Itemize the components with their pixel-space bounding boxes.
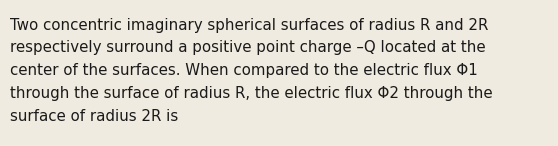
Text: Two concentric imaginary spherical surfaces of radius R and 2R
respectively surr: Two concentric imaginary spherical surfa… xyxy=(10,18,493,124)
